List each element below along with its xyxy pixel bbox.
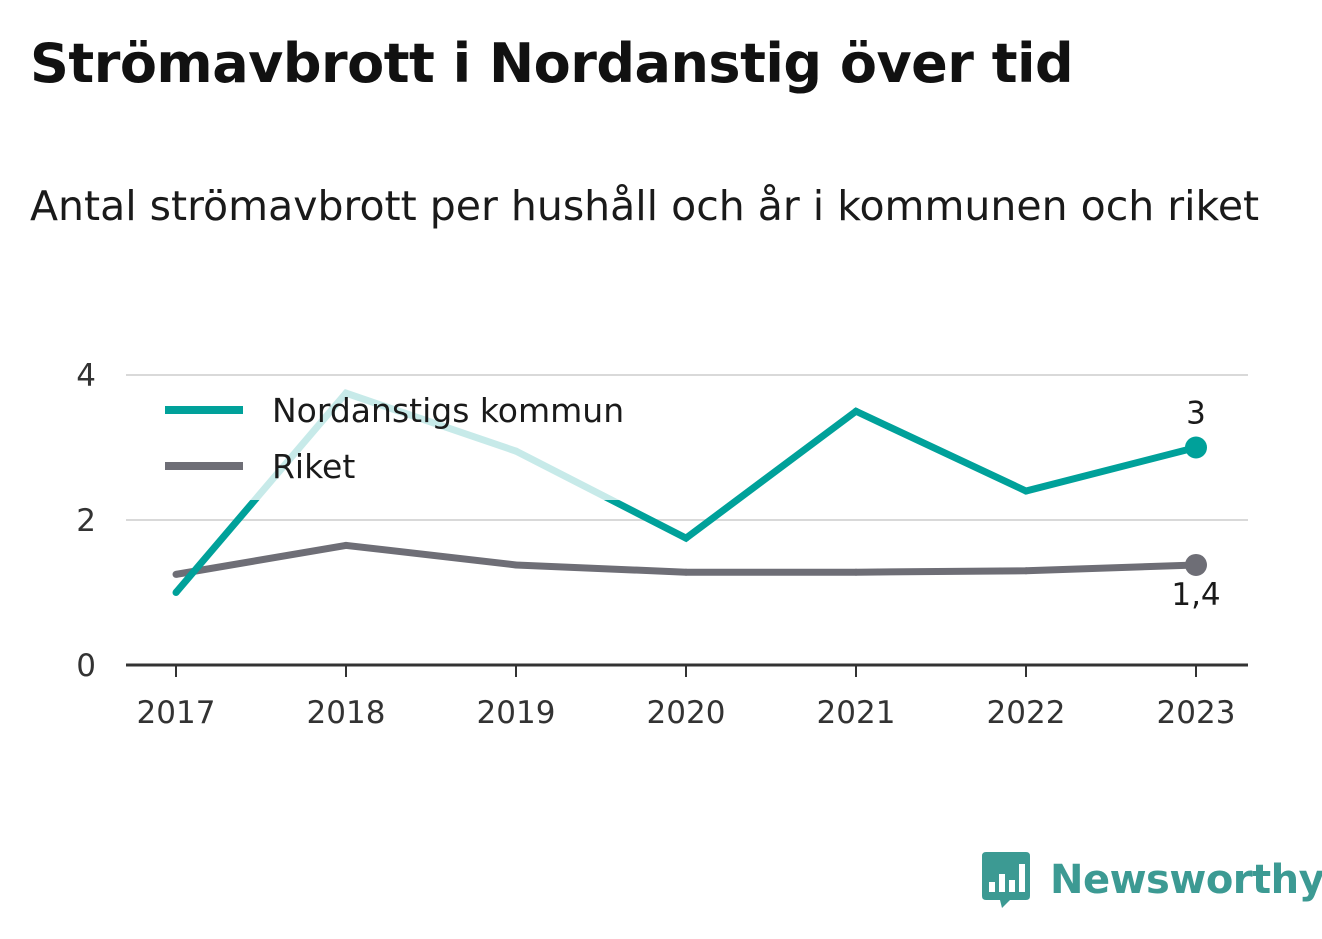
end-marker-1 — [1185, 553, 1207, 576]
legend-label-riket: Riket — [272, 447, 355, 486]
data-point-1-2017 — [172, 570, 180, 578]
brand-logo: Newsworthy — [980, 850, 1322, 910]
data-point-0-2022 — [1022, 487, 1030, 495]
y-tick-label-2: 2 — [76, 503, 96, 539]
end-marker-0 — [1185, 436, 1207, 459]
bar-chart-speech-bubble-icon — [982, 852, 1030, 908]
x-tick-label-2017: 2017 — [137, 695, 216, 731]
legend-background — [150, 376, 670, 500]
data-point-0-2020 — [682, 534, 690, 542]
data-point-1-2022 — [1022, 567, 1030, 575]
brand-name: Newsworthy — [1050, 857, 1322, 903]
legend-label-nordanstig: Nordanstigs kommun — [272, 391, 624, 430]
x-tick-label-2022: 2022 — [987, 695, 1066, 731]
chart-title: Strömavbrott i Nordanstig över tid — [30, 32, 1074, 95]
end-value-label-1: 1,4 — [1171, 577, 1220, 613]
y-tick-label-0: 0 — [76, 648, 96, 684]
label-layer: 31,4 — [1171, 396, 1220, 613]
data-point-1-2020 — [682, 568, 690, 576]
x-tick-label-2020: 2020 — [647, 695, 726, 731]
x-tick-label-2018: 2018 — [307, 695, 386, 731]
data-point-1-2019 — [512, 561, 520, 569]
data-point-1-2018 — [342, 541, 350, 549]
grid-layer: 0 2 4 2017 2018 2019 2020 2021 2022 2023 — [76, 358, 1248, 731]
data-point-0-2021 — [852, 407, 860, 415]
x-tick-label-2019: 2019 — [477, 695, 556, 731]
chart-subtitle: Antal strömavbrott per hushåll och år i … — [30, 182, 1260, 230]
y-tick-label-4: 4 — [76, 358, 96, 394]
x-tick-label-2021: 2021 — [817, 695, 896, 731]
end-value-label-0: 3 — [1186, 396, 1206, 432]
data-point-0-2017 — [172, 589, 180, 596]
data-point-1-2021 — [852, 568, 860, 576]
legend: Nordanstigs kommun Riket — [150, 376, 670, 500]
x-tick-label-2023: 2023 — [1157, 695, 1236, 731]
